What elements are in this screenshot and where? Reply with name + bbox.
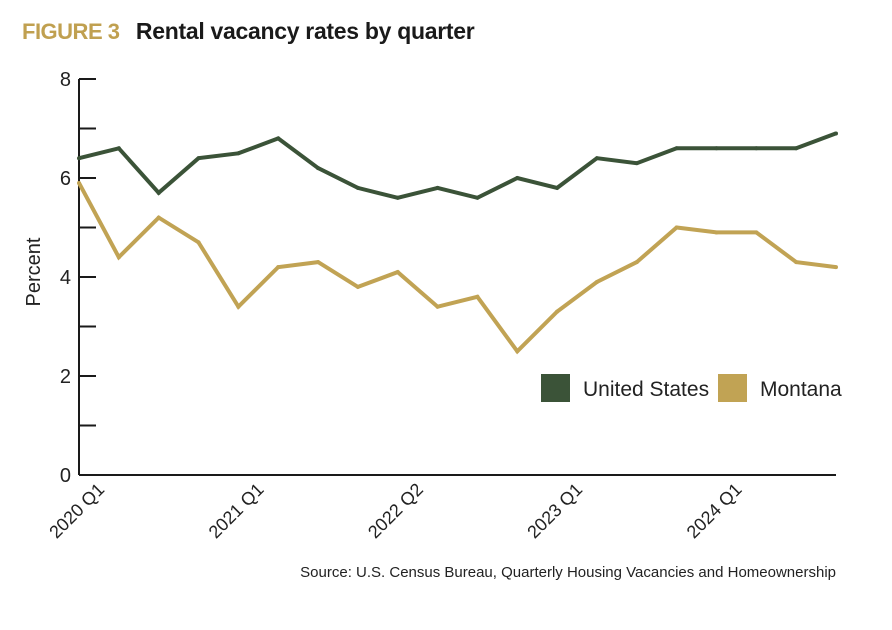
y-tick-label: 2 bbox=[60, 366, 71, 388]
x-tick-label: 2024 Q1 bbox=[683, 479, 746, 542]
data-point-montana bbox=[515, 349, 520, 354]
data-point-united-states bbox=[116, 146, 121, 151]
data-point-montana bbox=[276, 265, 281, 270]
data-point-united-states bbox=[435, 185, 440, 190]
x-tick-label: 2022 Q2 bbox=[364, 479, 427, 542]
data-point-montana bbox=[794, 260, 799, 265]
series-line-united-states bbox=[78, 131, 837, 200]
data-point-montana bbox=[754, 230, 759, 235]
data-point-montana bbox=[196, 240, 201, 245]
source-note: Source: U.S. Census Bureau, Quarterly Ho… bbox=[300, 564, 836, 581]
data-point-united-states bbox=[316, 166, 321, 171]
data-point-montana bbox=[395, 270, 400, 275]
y-tick-label: 8 bbox=[60, 69, 71, 91]
data-point-united-states bbox=[555, 185, 560, 190]
data-point-montana bbox=[236, 304, 241, 309]
data-point-united-states bbox=[196, 156, 201, 161]
data-point-united-states bbox=[77, 156, 81, 161]
data-point-montana bbox=[355, 284, 360, 289]
data-point-united-states bbox=[475, 195, 480, 200]
data-point-united-states bbox=[236, 151, 241, 156]
data-point-united-states bbox=[794, 146, 799, 151]
legend-swatch-united-states bbox=[541, 374, 570, 402]
data-point-montana bbox=[116, 255, 121, 260]
data-point-montana bbox=[634, 260, 639, 265]
data-point-united-states bbox=[515, 176, 520, 180]
data-point-united-states bbox=[834, 131, 838, 136]
series-line-montana bbox=[77, 181, 837, 355]
data-point-united-states bbox=[395, 195, 400, 200]
data-point-montana bbox=[77, 180, 81, 185]
data-point-united-states bbox=[594, 156, 599, 161]
data-point-united-states bbox=[156, 190, 161, 195]
legend-label-united-states: United States bbox=[583, 378, 709, 401]
data-point-united-states bbox=[714, 146, 719, 151]
data-point-montana bbox=[714, 230, 719, 235]
legend-swatch-montana bbox=[718, 374, 747, 402]
data-point-montana bbox=[555, 309, 560, 314]
x-tick-label: 2020 Q1 bbox=[45, 479, 108, 542]
figure-label: FIGURE 3 bbox=[22, 19, 120, 44]
y-tick-label: 6 bbox=[60, 168, 71, 190]
y-axis-label: Percent bbox=[23, 237, 45, 306]
y-tick-label: 0 bbox=[60, 465, 71, 487]
data-point-united-states bbox=[355, 185, 360, 190]
data-point-montana bbox=[435, 304, 440, 309]
data-point-united-states bbox=[674, 146, 679, 151]
data-point-united-states bbox=[754, 146, 759, 151]
data-point-montana bbox=[674, 225, 679, 230]
data-point-united-states bbox=[634, 161, 639, 166]
legend-label-montana: Montana bbox=[760, 378, 842, 401]
data-point-montana bbox=[834, 265, 838, 270]
data-point-montana bbox=[316, 260, 321, 265]
figure-header: FIGURE 3 Rental vacancy rates by quarter bbox=[22, 18, 475, 45]
data-point-montana bbox=[594, 279, 599, 284]
x-tick-label: 2021 Q1 bbox=[205, 479, 268, 542]
data-point-montana bbox=[475, 294, 480, 299]
data-point-united-states bbox=[276, 136, 281, 141]
y-tick-label: 4 bbox=[60, 267, 71, 289]
data-point-montana bbox=[156, 215, 161, 220]
x-tick-label: 2023 Q1 bbox=[523, 479, 586, 542]
figure-title: Rental vacancy rates by quarter bbox=[135, 18, 475, 44]
